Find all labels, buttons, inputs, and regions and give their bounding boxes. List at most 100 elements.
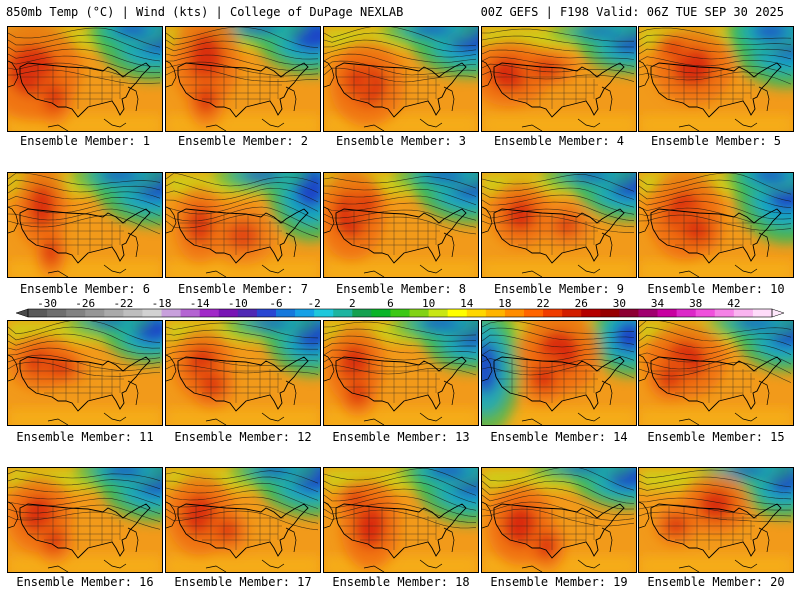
- colorbar-segment: [733, 309, 754, 317]
- colorbar-segment: [237, 309, 258, 317]
- colorbar-segment: [600, 309, 620, 317]
- colorbar-segment: [85, 309, 105, 317]
- colorbar-segment: [657, 309, 678, 317]
- colorbar-tick-label: 2: [349, 298, 356, 310]
- ensemble-member-10-map: [638, 172, 794, 278]
- colorbar-segment: [752, 309, 773, 317]
- ensemble-member-13-map: [323, 320, 479, 426]
- colorbar-segment: [581, 309, 601, 317]
- colorbar-segment: [66, 309, 86, 317]
- ensemble-member-14-map: [481, 320, 637, 426]
- ensemble-member-10-label: Ensemble Member: 10: [647, 282, 785, 296]
- colorbar-segment: [676, 309, 697, 317]
- colorbar-tick-label: -14: [190, 298, 210, 310]
- colorbar-min-arrow: [15, 308, 29, 318]
- ensemble-member-7-map: [165, 172, 321, 278]
- colorbar-segment: [524, 309, 544, 317]
- colorbar-tick-label: -18: [152, 298, 172, 310]
- ensemble-member-2-map: [165, 26, 321, 132]
- ensemble-member-11-label: Ensemble Member: 11: [16, 430, 154, 444]
- ensemble-member-16-map: [7, 467, 163, 573]
- colorbar-tick-label: -22: [113, 298, 133, 310]
- colorbar-segment: [543, 309, 563, 317]
- ensemble-member-19-map: [481, 467, 637, 573]
- colorbar-segment: [695, 309, 716, 317]
- ensemble-member-3-map: [323, 26, 479, 132]
- colorbar-segment: [295, 309, 315, 317]
- colorbar-tick-label: 42: [727, 298, 740, 310]
- colorbar-tick-label: -10: [228, 298, 248, 310]
- ensemble-member-19-label: Ensemble Member: 19: [490, 575, 628, 589]
- colorbar-segment: [28, 309, 48, 317]
- ensemble-member-4-map: [481, 26, 637, 132]
- colorbar-tick-label: -30: [37, 298, 57, 310]
- colorbar-segment: [47, 309, 67, 317]
- ensemble-member-1-map: [7, 26, 163, 132]
- ensemble-member-12-map: [165, 320, 321, 426]
- ensemble-member-3-label: Ensemble Member: 3: [335, 134, 467, 148]
- colorbar-segment: [199, 309, 220, 317]
- ensemble-member-15-map: [638, 320, 794, 426]
- ensemble-member-13-label: Ensemble Member: 13: [332, 430, 470, 444]
- ensemble-member-17-map: [165, 467, 321, 573]
- ensemble-member-9-label: Ensemble Member: 9: [493, 282, 625, 296]
- colorbar-segment: [447, 309, 468, 317]
- ensemble-member-20-label: Ensemble Member: 20: [647, 575, 785, 589]
- ensemble-member-9-map: [481, 172, 637, 278]
- colorbar-segment: [504, 309, 525, 317]
- colorbar-segment: [409, 309, 430, 317]
- colorbar-segment: [314, 309, 334, 317]
- colorbar-tick-label: 38: [689, 298, 702, 310]
- ensemble-member-8-label: Ensemble Member: 8: [335, 282, 467, 296]
- ensemble-member-6-map: [7, 172, 163, 278]
- ensemble-member-4-label: Ensemble Member: 4: [493, 134, 625, 148]
- colorbar-segment: [333, 309, 353, 317]
- colorbar-max-arrow: [771, 308, 785, 318]
- ensemble-member-18-label: Ensemble Member: 18: [332, 575, 470, 589]
- colorbar-tick-label: 22: [536, 298, 549, 310]
- ensemble-member-16-label: Ensemble Member: 16: [16, 575, 154, 589]
- colorbar-segment: [619, 309, 639, 317]
- colorbar-segment: [485, 309, 506, 317]
- ensemble-member-20-map: [638, 467, 794, 573]
- colorbar-tick-label: 30: [613, 298, 626, 310]
- ensemble-member-17-label: Ensemble Member: 17: [174, 575, 312, 589]
- temperature-colorbar: -30 -26 -22 -18 -14 -10 -6 -2 2 6 10 14 18 22 26 30 34 38…: [15, 298, 785, 318]
- colorbar-segment: [104, 309, 124, 317]
- colorbar-segment: [142, 309, 163, 317]
- colorbar-segment: [371, 309, 391, 317]
- colorbar-segment: [218, 309, 239, 317]
- ensemble-member-6-label: Ensemble Member: 6: [19, 282, 151, 296]
- colorbar-tick-label: -26: [75, 298, 95, 310]
- colorbar-tick-label: 6: [387, 298, 394, 310]
- colorbar-segment: [352, 309, 372, 317]
- colorbar-tick-label: 26: [575, 298, 588, 310]
- ensemble-member-12-label: Ensemble Member: 12: [174, 430, 312, 444]
- ensemble-member-1-label: Ensemble Member: 1: [19, 134, 151, 148]
- colorbar-segment: [161, 309, 182, 317]
- colorbar-tick-label: 18: [498, 298, 511, 310]
- ensemble-member-8-map: [323, 172, 479, 278]
- ensemble-member-7-label: Ensemble Member: 7: [177, 282, 309, 296]
- colorbar-segment: [428, 309, 449, 317]
- colorbar-segment: [180, 309, 201, 317]
- colorbar-tick-label: -2: [308, 298, 321, 310]
- run-valid-time: 00Z GEFS | F198 Valid: 06Z TUE SEP 30 20…: [480, 5, 784, 19]
- colorbar-segment: [276, 309, 296, 317]
- colorbar-segment: [638, 309, 659, 317]
- colorbar-tick-label: -6: [269, 298, 282, 310]
- chart-title: 850mb Temp (°C) | Wind (kts) | College o…: [6, 5, 404, 19]
- ensemble-member-15-label: Ensemble Member: 15: [647, 430, 785, 444]
- ensemble-member-5-map: [638, 26, 794, 132]
- colorbar-segment: [390, 309, 411, 317]
- colorbar-segment: [562, 309, 582, 317]
- colorbar-tick-label: 10: [422, 298, 435, 310]
- colorbar-segment: [256, 309, 277, 317]
- colorbar-segment: [123, 309, 143, 317]
- colorbar-segment: [714, 309, 735, 317]
- ensemble-member-11-map: [7, 320, 163, 426]
- colorbar-segment: [466, 309, 487, 317]
- colorbar-tick-label: 14: [460, 298, 474, 310]
- colorbar-tick-label: 34: [651, 298, 665, 310]
- ensemble-member-2-label: Ensemble Member: 2: [177, 134, 309, 148]
